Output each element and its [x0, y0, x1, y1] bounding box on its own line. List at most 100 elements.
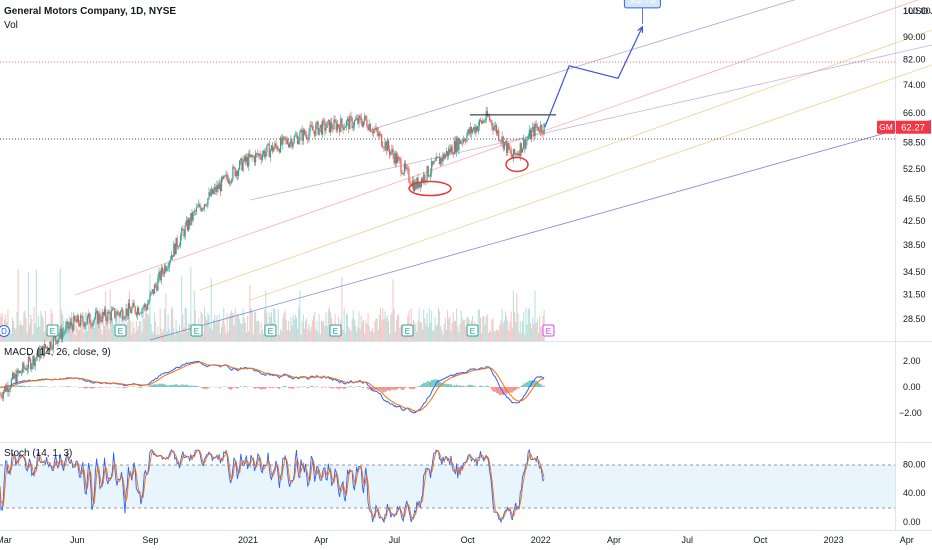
candle-body — [365, 115, 367, 120]
volume-bar — [233, 325, 235, 341]
macd-histogram-bar — [90, 387, 92, 389]
macd-histogram-bar — [389, 387, 391, 391]
candle-body — [538, 130, 541, 133]
candle-body — [458, 139, 460, 151]
candle-body — [412, 180, 415, 192]
volume-bar — [41, 314, 43, 341]
candle-body — [432, 161, 434, 165]
candle-body — [491, 120, 493, 126]
chevron-down-icon: ⌄ — [928, 7, 932, 16]
volume-bar — [100, 329, 102, 341]
volume-bar — [460, 310, 462, 341]
candle-body — [528, 129, 530, 138]
macd-histogram-bar — [263, 387, 265, 389]
macd-histogram-bar — [277, 387, 279, 389]
candle-body — [400, 160, 402, 173]
candle-body — [194, 210, 196, 212]
volume-bar — [252, 333, 254, 341]
candle-body — [1, 396, 3, 398]
macd-histogram-bar — [278, 387, 280, 390]
price-axis[interactable]: 100.00 90.00 82.00 74.00 66.00 58.50 52.50 46.5… — [899, 6, 931, 527]
macd-histogram-bar — [264, 387, 266, 390]
candle-body — [76, 315, 78, 323]
macd-histogram-bar — [448, 383, 450, 387]
macd-histogram-bar — [257, 387, 259, 389]
volume-bar — [125, 331, 127, 341]
macd-histogram-bar — [27, 386, 29, 387]
candle-body — [334, 119, 336, 122]
earnings-marker: E — [405, 326, 411, 336]
candle-body — [149, 294, 151, 301]
candle-body — [145, 307, 148, 310]
macd-histogram-bar — [462, 385, 464, 387]
candle-body — [406, 167, 408, 169]
macd-histogram-bar — [458, 385, 460, 387]
macd-histogram-bar — [256, 387, 258, 389]
volume-bar — [29, 324, 31, 341]
candle-body — [423, 174, 425, 182]
volume-bar — [181, 276, 183, 341]
macd-histogram-bar — [331, 387, 333, 389]
volume-bar — [313, 316, 315, 341]
macd-histogram-bar — [182, 384, 184, 387]
candle-body — [424, 174, 426, 182]
candle-body — [98, 314, 100, 324]
time-tick-label: Jul — [389, 535, 401, 545]
candle-body — [218, 183, 220, 190]
candle-body — [191, 212, 193, 221]
volume-bar — [85, 311, 87, 341]
macd-histogram-bar — [402, 387, 404, 391]
stoch-tick-label: 80.00 — [903, 459, 926, 469]
macd-histogram-bar — [196, 385, 198, 387]
candle-body — [519, 143, 521, 157]
candle-body — [95, 311, 98, 313]
time-axis[interactable]: Mar Jun Sep 2021 Apr Jul Oct 2022 Apr Jul Oct 2023 A… — [0, 535, 914, 545]
volume-bar — [203, 307, 205, 341]
macd-histogram-bar — [437, 380, 439, 387]
macd-histogram-bar — [359, 386, 361, 387]
macd-histogram-bar — [481, 386, 483, 387]
volume-bar — [18, 325, 20, 341]
volume-bar — [440, 325, 442, 341]
volume-bar — [164, 308, 166, 341]
price-tick-label: 38.50 — [903, 240, 926, 250]
candle-body — [394, 153, 396, 164]
macd-histogram-bar — [320, 387, 322, 389]
candle-body — [226, 174, 228, 179]
candle-body — [206, 205, 208, 207]
candle-body — [407, 167, 409, 170]
candle-body — [182, 228, 184, 231]
macd-histogram-bar — [306, 387, 308, 388]
macd-histogram-bar — [459, 385, 461, 387]
candle-body — [272, 145, 274, 152]
volume-bar — [161, 332, 163, 341]
macd-histogram-bar — [109, 387, 111, 388]
volume-bar — [8, 328, 10, 341]
candle-body — [382, 146, 384, 148]
candle-body — [91, 324, 93, 326]
candle-body — [136, 307, 139, 316]
candle-body — [333, 119, 335, 130]
candle-body — [234, 167, 236, 177]
candle-body — [162, 272, 165, 275]
volume-bar — [324, 325, 326, 341]
volume-bar — [206, 320, 208, 341]
candle-body — [384, 141, 386, 149]
drawing-annotations[interactable]: 93.73 GM 62.27 — [408, 0, 931, 197]
candle-body — [449, 148, 451, 153]
candle-body — [155, 284, 157, 286]
candle-body — [99, 314, 101, 321]
candle-body — [347, 118, 349, 121]
candle-body — [301, 129, 303, 141]
volume-bar — [286, 330, 288, 341]
volume-bar — [256, 321, 258, 341]
volume-bar — [248, 331, 250, 341]
candle-body — [316, 121, 318, 125]
macd-histogram-bar — [185, 384, 187, 387]
pitchfork-channels[interactable] — [0, 0, 932, 341]
candle-body — [240, 158, 242, 161]
volume-bar — [231, 310, 233, 341]
currency-label[interactable]: 1USD⌄ — [903, 6, 932, 17]
